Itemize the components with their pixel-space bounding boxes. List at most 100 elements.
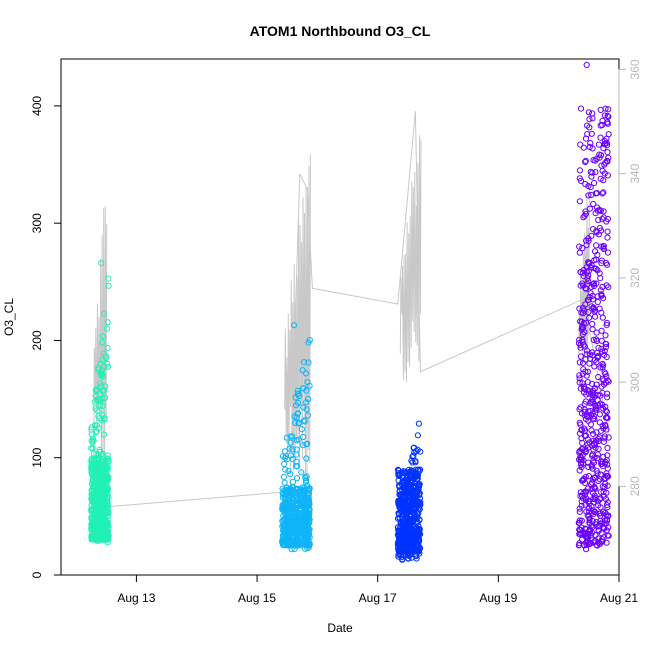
data-point — [603, 470, 610, 477]
data-point — [602, 414, 610, 421]
data-point — [293, 485, 300, 492]
data-point — [98, 260, 105, 267]
data-point — [577, 141, 584, 148]
data-point — [413, 488, 420, 495]
data-point — [92, 465, 99, 472]
x-tick-label: Aug 21 — [600, 591, 638, 605]
data-point — [585, 541, 593, 548]
data-point — [302, 494, 309, 501]
data-point — [601, 347, 608, 354]
data-point — [99, 450, 106, 457]
data-point — [598, 327, 605, 334]
data-point — [88, 445, 95, 452]
data-point — [402, 526, 409, 533]
data-point — [592, 157, 599, 164]
data-point — [593, 336, 600, 343]
data-point — [596, 411, 604, 418]
data-point — [303, 477, 310, 484]
data-point — [289, 532, 296, 540]
y-left-tick-label: 300 — [30, 213, 44, 233]
data-point — [88, 468, 96, 475]
data-point — [415, 420, 422, 427]
data-point — [104, 517, 111, 524]
data-point — [280, 523, 287, 530]
data-point — [592, 494, 599, 501]
data-point — [576, 175, 583, 182]
data-point — [576, 198, 583, 205]
data-point — [591, 265, 598, 272]
data-point — [104, 325, 111, 332]
data-point — [98, 516, 105, 523]
data-point — [596, 206, 603, 214]
data-point — [605, 131, 612, 138]
data-point — [596, 510, 603, 517]
data-point — [303, 455, 310, 462]
data-point — [291, 322, 298, 329]
data-point — [604, 390, 611, 397]
data-point — [92, 387, 100, 394]
data-point — [601, 141, 608, 148]
data-point — [101, 492, 108, 499]
data-point — [578, 498, 585, 505]
data-point — [599, 401, 606, 408]
data-point — [586, 124, 593, 131]
data-point — [596, 541, 603, 548]
data-point — [596, 151, 603, 158]
data-point — [585, 463, 592, 470]
x-tick-label: Aug 15 — [238, 591, 276, 605]
data-point — [581, 491, 589, 498]
data-point — [294, 513, 301, 521]
data-point — [604, 149, 611, 156]
data-point — [580, 144, 587, 151]
data-point — [576, 406, 583, 413]
data-point — [579, 269, 587, 276]
data-point — [576, 505, 583, 512]
data-point — [591, 282, 598, 290]
data-point — [605, 434, 612, 441]
data-point — [410, 483, 417, 490]
line-spike-2 — [399, 135, 422, 382]
data-point — [601, 138, 608, 145]
data-point — [584, 275, 591, 282]
x-axis-label: Date — [327, 621, 353, 635]
data-point — [92, 534, 99, 541]
data-point — [306, 541, 313, 548]
data-point — [284, 542, 291, 549]
data-point — [286, 445, 293, 452]
data-point — [302, 474, 309, 481]
data-point — [395, 482, 403, 489]
data-point — [577, 353, 585, 360]
data-point — [597, 134, 604, 141]
data-point — [417, 466, 424, 473]
data-point — [409, 468, 416, 475]
y-right-tick-label: 340 — [628, 163, 642, 183]
data-point — [579, 336, 586, 344]
data-point — [588, 481, 595, 488]
data-point — [287, 439, 294, 446]
data-point — [588, 191, 595, 199]
data-point — [294, 387, 301, 394]
data-point — [405, 547, 412, 554]
data-point — [580, 320, 587, 327]
data-point — [576, 167, 584, 174]
data-point — [294, 500, 301, 507]
data-point — [302, 505, 309, 512]
data-point — [416, 481, 423, 488]
data-point — [404, 534, 411, 542]
data-point — [286, 486, 293, 493]
data-point — [97, 402, 104, 409]
data-point — [395, 553, 402, 560]
line-spike-1 — [284, 154, 311, 479]
data-point — [602, 343, 610, 351]
data-point — [585, 192, 592, 199]
data-point — [595, 216, 602, 224]
data-point — [576, 372, 583, 379]
data-point — [295, 522, 302, 530]
data-point — [586, 390, 593, 397]
data-point — [599, 283, 606, 291]
data-point — [306, 510, 313, 517]
data-point — [282, 453, 290, 460]
data-point — [583, 269, 591, 276]
y-left-tick-label: 400 — [30, 96, 44, 116]
